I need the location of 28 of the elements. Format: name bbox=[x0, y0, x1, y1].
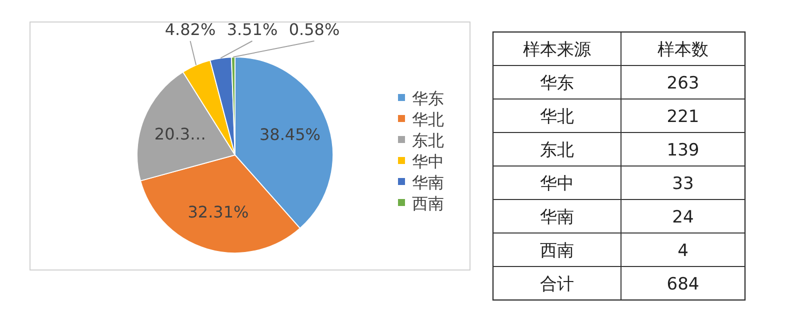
legend-label: 华东 bbox=[412, 89, 444, 108]
data-label: 32.31% bbox=[188, 202, 249, 222]
text: 华东 bbox=[540, 73, 574, 94]
text: 西南 bbox=[540, 240, 574, 261]
data-label: 3.51% bbox=[226, 20, 278, 39]
text: 24 bbox=[672, 207, 694, 228]
text: 东北 bbox=[540, 140, 574, 160]
text: 139 bbox=[666, 140, 700, 160]
text: 263 bbox=[666, 73, 700, 94]
legend-label: 华北 bbox=[412, 110, 444, 129]
legend-label: 东北 bbox=[412, 131, 444, 150]
text: 华中 bbox=[540, 174, 574, 194]
data-label: 38.45% bbox=[259, 125, 320, 144]
text: 华北 bbox=[540, 106, 574, 127]
data-label: 20.3… bbox=[154, 124, 206, 144]
data-label: 0.58% bbox=[288, 20, 340, 39]
data-label: 4.82% bbox=[164, 20, 216, 39]
text: 4 bbox=[678, 240, 688, 261]
text: 221 bbox=[666, 106, 700, 127]
text: 样本数 bbox=[658, 40, 708, 60]
legend-label: 华南 bbox=[412, 173, 444, 192]
text: 合计 bbox=[540, 274, 574, 294]
text: 684 bbox=[666, 274, 700, 294]
text: 33 bbox=[672, 174, 694, 194]
text: 样本来源 bbox=[523, 40, 591, 60]
legend-label: 华中 bbox=[412, 152, 444, 171]
text: 华南 bbox=[540, 207, 574, 228]
legend-label: 西南 bbox=[412, 194, 444, 213]
